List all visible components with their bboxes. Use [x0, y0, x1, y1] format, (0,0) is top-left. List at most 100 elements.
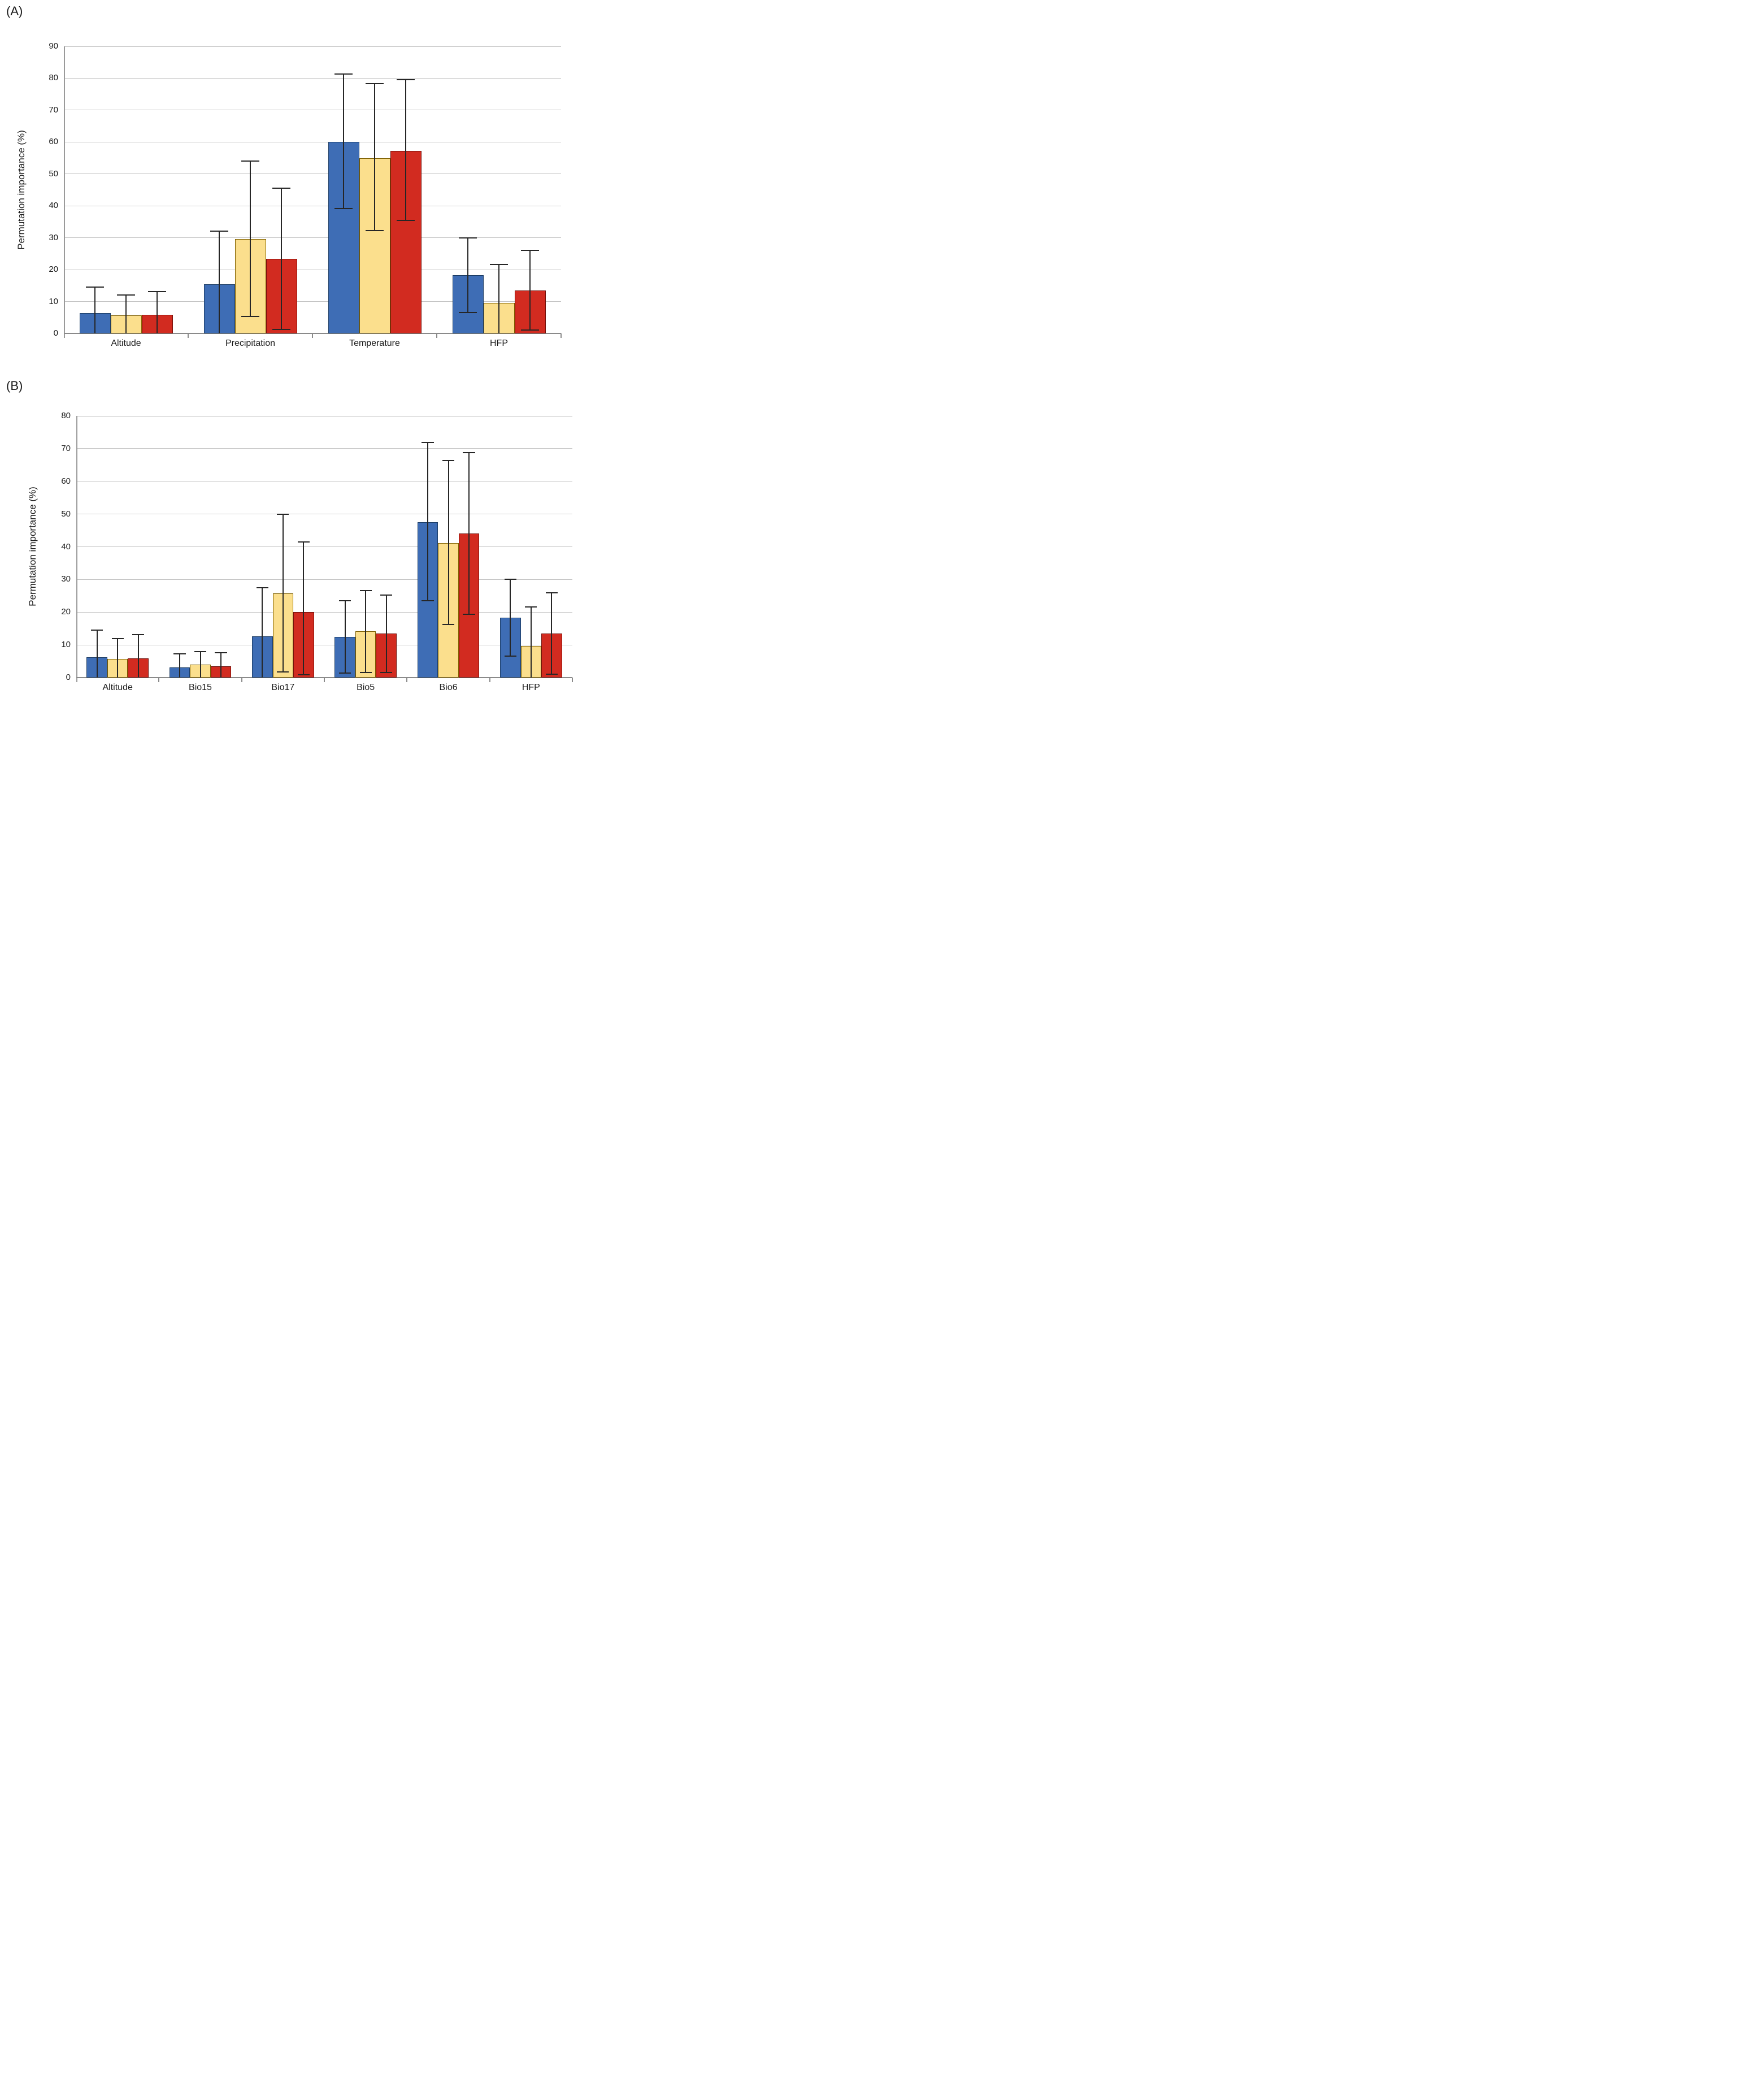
error-bar-cap-top	[111, 637, 124, 639]
y-tick-label: 10	[49, 296, 58, 306]
y-tick-label: 0	[53, 328, 58, 338]
error-bar-line	[262, 588, 263, 678]
error-bar-cap-top	[272, 188, 290, 189]
category-boundary-tick	[241, 678, 242, 682]
error-bar-cap-bottom	[366, 230, 384, 232]
y-tick-label: 40	[49, 201, 58, 211]
error-bar-cap-top	[442, 460, 455, 462]
y-tick-label: 60	[49, 137, 58, 147]
error-bar-cap-top	[132, 634, 145, 635]
error-bar-line	[498, 264, 499, 333]
y-tick-label: 50	[61, 509, 71, 519]
error-bar-line	[447, 461, 449, 624]
category-boundary-tick	[312, 333, 313, 338]
error-bar-cap-bottom	[545, 674, 558, 675]
error-bar-cap-bottom	[422, 600, 434, 601]
y-tick-label: 80	[49, 73, 58, 83]
error-bar-cap-top	[215, 652, 227, 654]
error-bar-line	[157, 291, 158, 333]
error-bar-cap-bottom	[338, 672, 351, 674]
error-bar-line	[467, 237, 468, 313]
error-bar-cap-top	[459, 237, 477, 238]
x-category-label: HFP	[490, 339, 508, 348]
error-bar-line	[281, 188, 282, 330]
x-category-label: Bio6	[439, 683, 458, 692]
error-bar-line	[551, 592, 553, 675]
x-category-label: Altitude	[102, 683, 133, 692]
error-bar-line	[530, 607, 532, 678]
error-bar-cap-top	[545, 592, 558, 593]
y-tick-label: 70	[49, 105, 58, 115]
x-category-label: HFP	[522, 683, 540, 692]
error-bar-cap-top	[194, 651, 207, 653]
error-bar-cap-top	[297, 541, 310, 543]
error-bar-cap-top	[521, 250, 539, 251]
gridline	[76, 448, 572, 449]
category-boundary-tick	[489, 678, 490, 682]
error-bar-line	[220, 653, 222, 678]
y-tick-label: 80	[61, 411, 71, 420]
error-bar-line	[405, 79, 406, 220]
x-category-label: Bio17	[271, 683, 295, 692]
category-boundary-tick	[436, 333, 437, 338]
y-axis-title-b: Permutation importance (%)	[27, 487, 38, 606]
error-bar-line	[94, 287, 95, 333]
error-bar-cap-top	[359, 590, 372, 592]
x-category-label: Bio15	[189, 683, 212, 692]
error-bar-cap-top	[504, 579, 516, 580]
error-bar-cap-top	[525, 606, 537, 608]
gridline	[64, 77, 561, 79]
panel-a-label: (A)	[6, 4, 23, 18]
category-boundary-tick	[188, 333, 189, 338]
y-tick-label: 60	[61, 476, 71, 486]
error-bar-cap-top	[117, 294, 135, 296]
panel-b-label: (B)	[6, 379, 23, 393]
error-bar-line	[303, 542, 305, 675]
error-bar-cap-top	[173, 653, 186, 654]
figure: (A) Permutation importance (%) 0 10 20 30 40…	[0, 0, 579, 700]
y-tick-label: 20	[61, 607, 71, 617]
gridline	[76, 611, 572, 613]
y-tick-label: 30	[61, 574, 71, 584]
error-bar-line	[529, 250, 531, 331]
x-category-label: Altitude	[111, 339, 141, 348]
error-bar-cap-bottom	[297, 674, 310, 675]
error-bar-cap-top	[334, 73, 353, 75]
error-bar-line	[219, 231, 220, 333]
error-bar-cap-bottom	[504, 656, 516, 657]
error-bar-cap-top	[86, 287, 104, 288]
gridline	[64, 173, 561, 175]
y-tick-label: 40	[61, 541, 71, 552]
gridline	[64, 46, 561, 47]
error-bar-line	[179, 653, 180, 678]
gridline	[64, 301, 561, 302]
category-boundary-tick	[158, 678, 160, 682]
x-category-label: Bio5	[357, 683, 375, 692]
y-tick-label: 0	[66, 672, 71, 682]
y-tick-label: 90	[49, 41, 58, 51]
y-axis-line	[76, 416, 77, 682]
error-bar-cap-bottom	[442, 623, 455, 625]
error-bar-line	[385, 595, 387, 673]
y-axis-line	[64, 46, 65, 338]
error-bar-cap-top	[397, 79, 415, 80]
y-axis-title-a: Permutation importance (%)	[16, 130, 27, 250]
error-bar-cap-top	[256, 587, 268, 589]
error-bar-line	[117, 638, 119, 678]
error-bar-cap-top	[422, 442, 434, 444]
error-bar-cap-top	[380, 594, 393, 596]
error-bar-cap-bottom	[272, 329, 290, 331]
gridline	[76, 546, 572, 547]
error-bar-cap-bottom	[241, 316, 259, 318]
error-bar-cap-top	[210, 230, 228, 232]
error-bar-line	[468, 452, 470, 614]
error-bar-line	[374, 84, 375, 231]
error-bar-cap-top	[463, 452, 475, 453]
plot-area-a: 0 10 20 30 40 50 60 70 80 90 Altitude Precipitation…	[49, 41, 562, 348]
gridline	[64, 237, 561, 238]
error-bar-cap-top	[241, 160, 259, 162]
category-boundary-tick	[572, 678, 573, 682]
error-bar-cap-bottom	[334, 207, 353, 209]
category-boundary-tick	[560, 333, 562, 338]
error-bar-cap-top	[490, 264, 508, 266]
